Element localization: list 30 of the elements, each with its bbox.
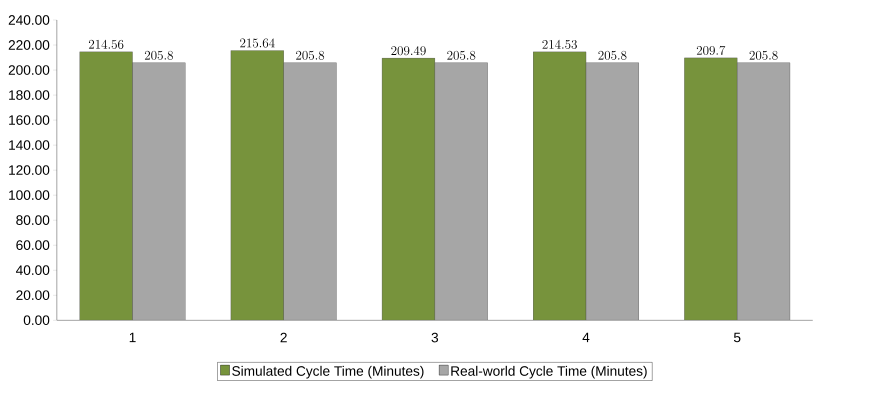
data-label: 209.49	[391, 46, 426, 56]
data-label: 205.8	[750, 50, 778, 60]
x-tick-label: 5	[734, 332, 740, 342]
legend-label: Simulated Cycle Time (Minutes)	[232, 366, 424, 379]
x-tick-label: 2	[280, 332, 287, 342]
legend-label: Real-world Cycle Time (Minutes)	[451, 366, 647, 379]
y-tick-label: 80.00	[16, 215, 50, 226]
data-label: 205.8	[447, 50, 476, 60]
y-tick-label: 220.00	[8, 40, 50, 50]
data-label: 205.8	[598, 50, 626, 60]
y-tick-label: 160.00	[9, 115, 50, 125]
x-tick-label: 3	[432, 332, 438, 342]
y-tick-label: 240.00	[8, 15, 50, 25]
y-tick-label: 200.00	[8, 65, 50, 75]
data-label: 215.64	[240, 38, 275, 48]
x-tick-label: 1	[130, 332, 136, 342]
y-tick-label: 140.00	[9, 140, 50, 150]
y-tick-label: 120.00	[9, 165, 50, 175]
x-tick-label: 4	[582, 332, 590, 342]
y-tick-label: 180.00	[9, 90, 50, 100]
y-tick-label: 100.00	[9, 190, 50, 200]
data-label: 214.56	[88, 40, 124, 49]
y-tick-label: 40.00	[16, 265, 50, 276]
y-tick-label: 60.00	[16, 240, 50, 250]
data-label: 205.8	[296, 50, 324, 60]
data-label: 205.8	[144, 50, 173, 60]
data-label: 214.53	[542, 40, 577, 49]
y-tick-label: 20.00	[16, 290, 50, 300]
y-tick-label: 0.00	[24, 315, 50, 326]
data-label: 209.7	[696, 46, 726, 56]
